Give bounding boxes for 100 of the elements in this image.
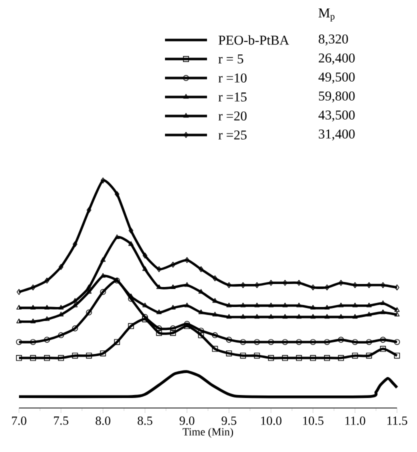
legend-label: r =20	[218, 111, 247, 121]
x-tick-label: 9.0	[180, 416, 194, 425]
legend-label: r = 5	[218, 54, 244, 64]
point	[226, 336, 232, 343]
point	[170, 325, 176, 332]
point	[212, 275, 218, 282]
point	[352, 339, 358, 345]
point	[30, 284, 36, 290]
point	[86, 309, 92, 316]
text: 43,500	[318, 110, 355, 122]
point	[58, 304, 64, 310]
point	[254, 352, 260, 359]
x-tick-label: 11.0	[345, 416, 366, 425]
point	[72, 352, 78, 359]
point	[100, 257, 106, 262]
point	[282, 302, 288, 308]
legend-title: M$_{p}$	[318, 8, 335, 22]
point	[380, 346, 386, 352]
point	[142, 316, 148, 322]
point	[366, 282, 372, 288]
x-tick-label: 8.0	[96, 416, 110, 425]
point	[310, 304, 316, 310]
point	[310, 284, 316, 290]
point	[114, 234, 120, 240]
point	[254, 339, 260, 345]
point	[58, 332, 64, 338]
point	[226, 282, 232, 288]
point	[86, 289, 92, 294]
point	[296, 280, 302, 286]
point	[156, 266, 162, 272]
point	[100, 289, 106, 295]
x-tick-label: 7.5	[54, 416, 68, 425]
point	[170, 330, 176, 336]
point	[324, 314, 330, 319]
point	[86, 207, 92, 213]
point	[282, 354, 288, 361]
point	[100, 350, 106, 356]
point	[16, 339, 22, 345]
point	[366, 352, 372, 359]
point	[352, 282, 358, 288]
x-tick-label: 9.5	[222, 416, 236, 425]
point	[16, 318, 22, 324]
point	[30, 318, 36, 324]
text: 31,400	[318, 129, 355, 140]
point	[226, 314, 232, 319]
point	[30, 304, 36, 310]
point	[128, 323, 134, 330]
x-tick-label: 7.0	[12, 416, 26, 425]
point	[44, 354, 50, 361]
point	[268, 280, 274, 286]
point	[324, 339, 330, 345]
point	[282, 314, 288, 319]
text: 49,500	[318, 72, 355, 84]
point	[282, 339, 288, 345]
point	[72, 325, 78, 332]
point	[366, 302, 372, 308]
point	[394, 284, 400, 290]
point	[44, 304, 50, 310]
point	[86, 352, 92, 359]
point	[128, 241, 134, 246]
point	[268, 339, 274, 345]
point	[240, 352, 246, 359]
point	[394, 352, 400, 359]
point	[282, 280, 288, 286]
point	[268, 314, 274, 319]
point	[380, 309, 386, 314]
point	[44, 278, 50, 284]
point	[366, 312, 372, 316]
point	[338, 302, 344, 308]
point	[352, 352, 358, 359]
x-tick-label: 10.0	[261, 416, 282, 425]
point	[72, 241, 78, 248]
point	[268, 354, 274, 361]
x-axis-title: Time (Min)	[182, 428, 234, 438]
point	[142, 266, 148, 271]
point	[184, 257, 190, 264]
point	[254, 314, 260, 319]
point	[240, 339, 246, 345]
point	[254, 302, 260, 308]
legend-label: PEO-b-PtBA	[218, 35, 290, 45]
point	[198, 332, 204, 338]
point	[352, 302, 358, 308]
point	[394, 307, 400, 312]
point	[352, 314, 358, 319]
x-tick-label: 10.5	[303, 416, 324, 425]
point	[338, 336, 344, 343]
x-tick-label: 8.5	[138, 416, 152, 425]
point	[212, 346, 218, 352]
point	[142, 252, 148, 259]
point	[114, 191, 120, 198]
point	[296, 302, 302, 308]
point	[366, 339, 372, 345]
point	[114, 339, 120, 345]
point	[296, 354, 302, 361]
x-tick-label: 11.5	[387, 416, 408, 425]
point	[58, 354, 64, 361]
point	[338, 354, 344, 361]
point	[380, 336, 386, 343]
point	[16, 354, 22, 361]
point	[30, 354, 36, 361]
